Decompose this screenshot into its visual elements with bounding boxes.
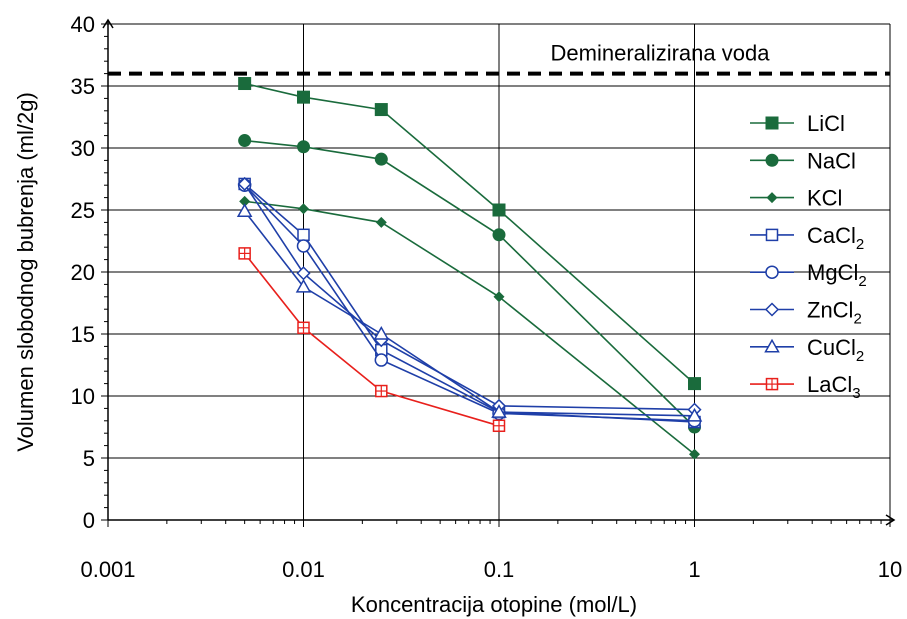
data-point [491, 404, 507, 418]
series-line [243, 183, 695, 411]
data-point [297, 90, 310, 104]
y-tick-label: 10 [71, 384, 95, 409]
legend-label-subscript: 2 [858, 273, 866, 290]
legend-item: LaCl3 [750, 372, 861, 402]
data-point [764, 338, 780, 353]
data-point [237, 176, 252, 192]
x-tick-label: 10 [878, 557, 902, 582]
legend-label: MgCl2 [807, 260, 867, 290]
data-point [765, 377, 779, 391]
y-tick-label: 0 [83, 508, 95, 533]
data-point [373, 325, 390, 340]
legend-label: NaCl [807, 148, 856, 173]
y-tick-label: 35 [71, 74, 95, 99]
x-tick-label: 0.001 [80, 557, 135, 582]
data-point [492, 228, 506, 242]
reference-line-label: Demineralizirana voda [551, 41, 771, 66]
legend-item: MgCl2 [750, 260, 867, 290]
x-tick-label: 1 [688, 557, 700, 582]
legend-item: KCl [750, 186, 842, 211]
legend-label-subscript: 2 [856, 348, 864, 365]
y-tick-label: 20 [71, 260, 95, 285]
data-point [297, 140, 310, 154]
legend-label: LiCl [807, 111, 845, 136]
y-tick-label: 5 [83, 446, 95, 471]
data-point [236, 203, 253, 217]
data-point [238, 134, 252, 148]
y-axis-title: Volumen slobodnog bubrenja (ml/2g) [13, 92, 38, 452]
legend-item: LiCl [750, 111, 845, 136]
data-point [295, 278, 312, 293]
data-point [297, 228, 310, 242]
data-point [298, 203, 309, 215]
data-point [689, 448, 700, 460]
series-group [236, 77, 703, 460]
data-point [492, 203, 506, 217]
series-line [244, 183, 695, 423]
legend-label: CaCl2 [807, 223, 864, 253]
legend-label: ZnCl2 [807, 298, 862, 328]
legend-item: CaCl2 [750, 223, 864, 253]
series-lacl3 [238, 247, 506, 433]
data-point [375, 384, 388, 398]
data-point [374, 103, 388, 117]
series-line [244, 82, 696, 385]
y-tick-label: 40 [71, 12, 95, 37]
data-point [238, 247, 251, 260]
data-point [375, 216, 387, 228]
y-axis-arrow [102, 18, 114, 29]
x-tick-label: 0.1 [484, 557, 515, 582]
y-tick-label: 25 [71, 198, 95, 223]
legend-label-subscript: 3 [852, 385, 860, 402]
data-point [686, 407, 703, 422]
data-point [296, 239, 311, 253]
axes [101, 18, 896, 527]
legend-label: CuCl2 [807, 335, 864, 365]
legend-label-subscript: 2 [856, 236, 864, 253]
data-point [764, 302, 780, 317]
data-point [688, 377, 701, 391]
data-point [766, 192, 778, 204]
data-point [765, 265, 779, 279]
y-tick-label: 30 [71, 136, 95, 161]
data-point [239, 195, 251, 207]
x-tick-label: 0.01 [282, 557, 325, 582]
y-tick-label: 15 [71, 322, 95, 347]
legend: LiCl NaCl KCl CaCl2 MgCl2 ZnCl2 CuCl2 LaCl3 [750, 111, 867, 402]
reference-line-group: Demineralizirana voda [108, 41, 890, 76]
series-line [244, 184, 695, 422]
x-axis-arrow [885, 514, 896, 526]
series-licl [238, 77, 701, 391]
data-point [297, 321, 310, 335]
data-point [374, 353, 389, 367]
legend-item: ZnCl2 [750, 298, 862, 328]
series-line [243, 252, 500, 427]
x-axis-title: Koncentracija otopine (mol/L) [351, 592, 637, 617]
legend-label-subscript: 2 [853, 311, 861, 328]
data-point [765, 153, 779, 167]
series-line [244, 139, 696, 428]
data-point [765, 116, 779, 130]
legend-item: NaCl [750, 148, 856, 173]
data-point [374, 152, 388, 166]
tick-labels: 0 5 10 15 20 25 30 35 40 0.001 0.01 0.1 1 10 [71, 12, 903, 582]
data-point [492, 419, 506, 433]
legend-label: LaCl3 [807, 372, 861, 402]
data-point [765, 228, 779, 242]
series-kcl [239, 195, 700, 460]
data-point [238, 77, 252, 91]
series-zncl2 [237, 176, 702, 417]
series-line [243, 210, 695, 417]
series-cucl2 [236, 203, 703, 422]
legend-label: KCl [807, 186, 842, 211]
data-point [493, 291, 505, 303]
legend-item: CuCl2 [750, 335, 864, 365]
